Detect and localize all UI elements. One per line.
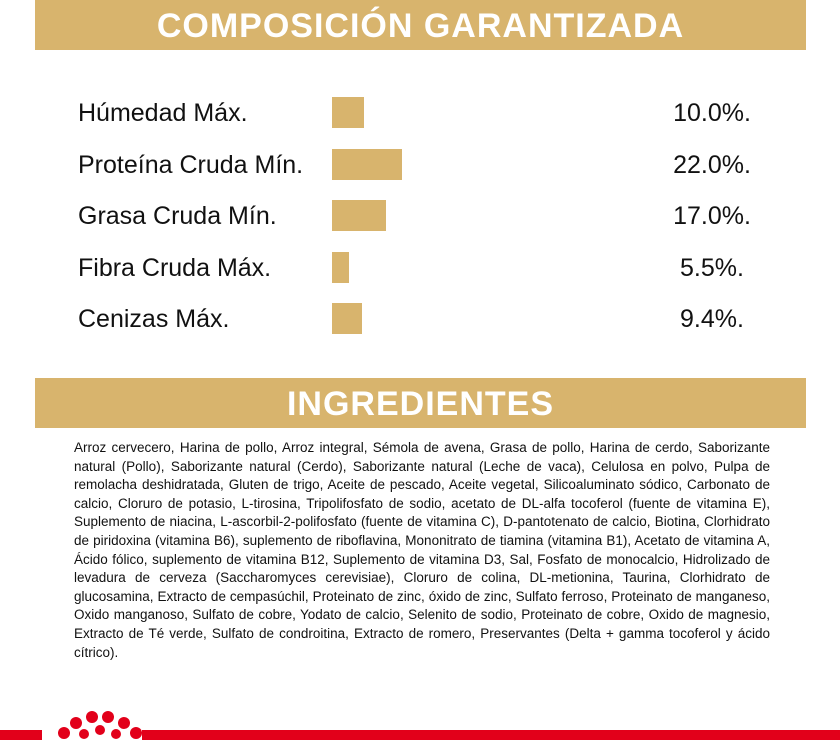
row-bar [332, 97, 364, 128]
row-label: Cenizas Máx. [78, 305, 230, 333]
row-bar [332, 251, 350, 283]
composition-table: Húmedad Máx. 10.0%. Proteína Cruda Mín. 22.… [0, 80, 840, 350]
row-value: 22.0%. [673, 150, 751, 179]
ingredients-header: INGREDIENTES [35, 378, 806, 428]
row-value: 17.0%. [673, 202, 751, 230]
composition-header: COMPOSICIÓN GARANTIZADA [35, 0, 806, 50]
ingredients-text: Arroz cervecero, Harina de pollo, Arroz … [74, 440, 770, 660]
row-value: 5.5%. [680, 253, 744, 282]
row-label: Proteína Cruda Mín. [78, 150, 304, 179]
row-label: Húmedad Máx. [78, 99, 248, 127]
row-value: 10.0%. [673, 99, 751, 127]
row-value: 9.4%. [680, 305, 744, 333]
row-label: Fibra Cruda Máx. [78, 253, 272, 282]
row-bar [332, 303, 362, 334]
row-bar [332, 148, 402, 180]
row-bar [332, 200, 387, 231]
row-label: Grasa Cruda Mín. [78, 202, 277, 230]
footer-logo [0, 711, 840, 740]
